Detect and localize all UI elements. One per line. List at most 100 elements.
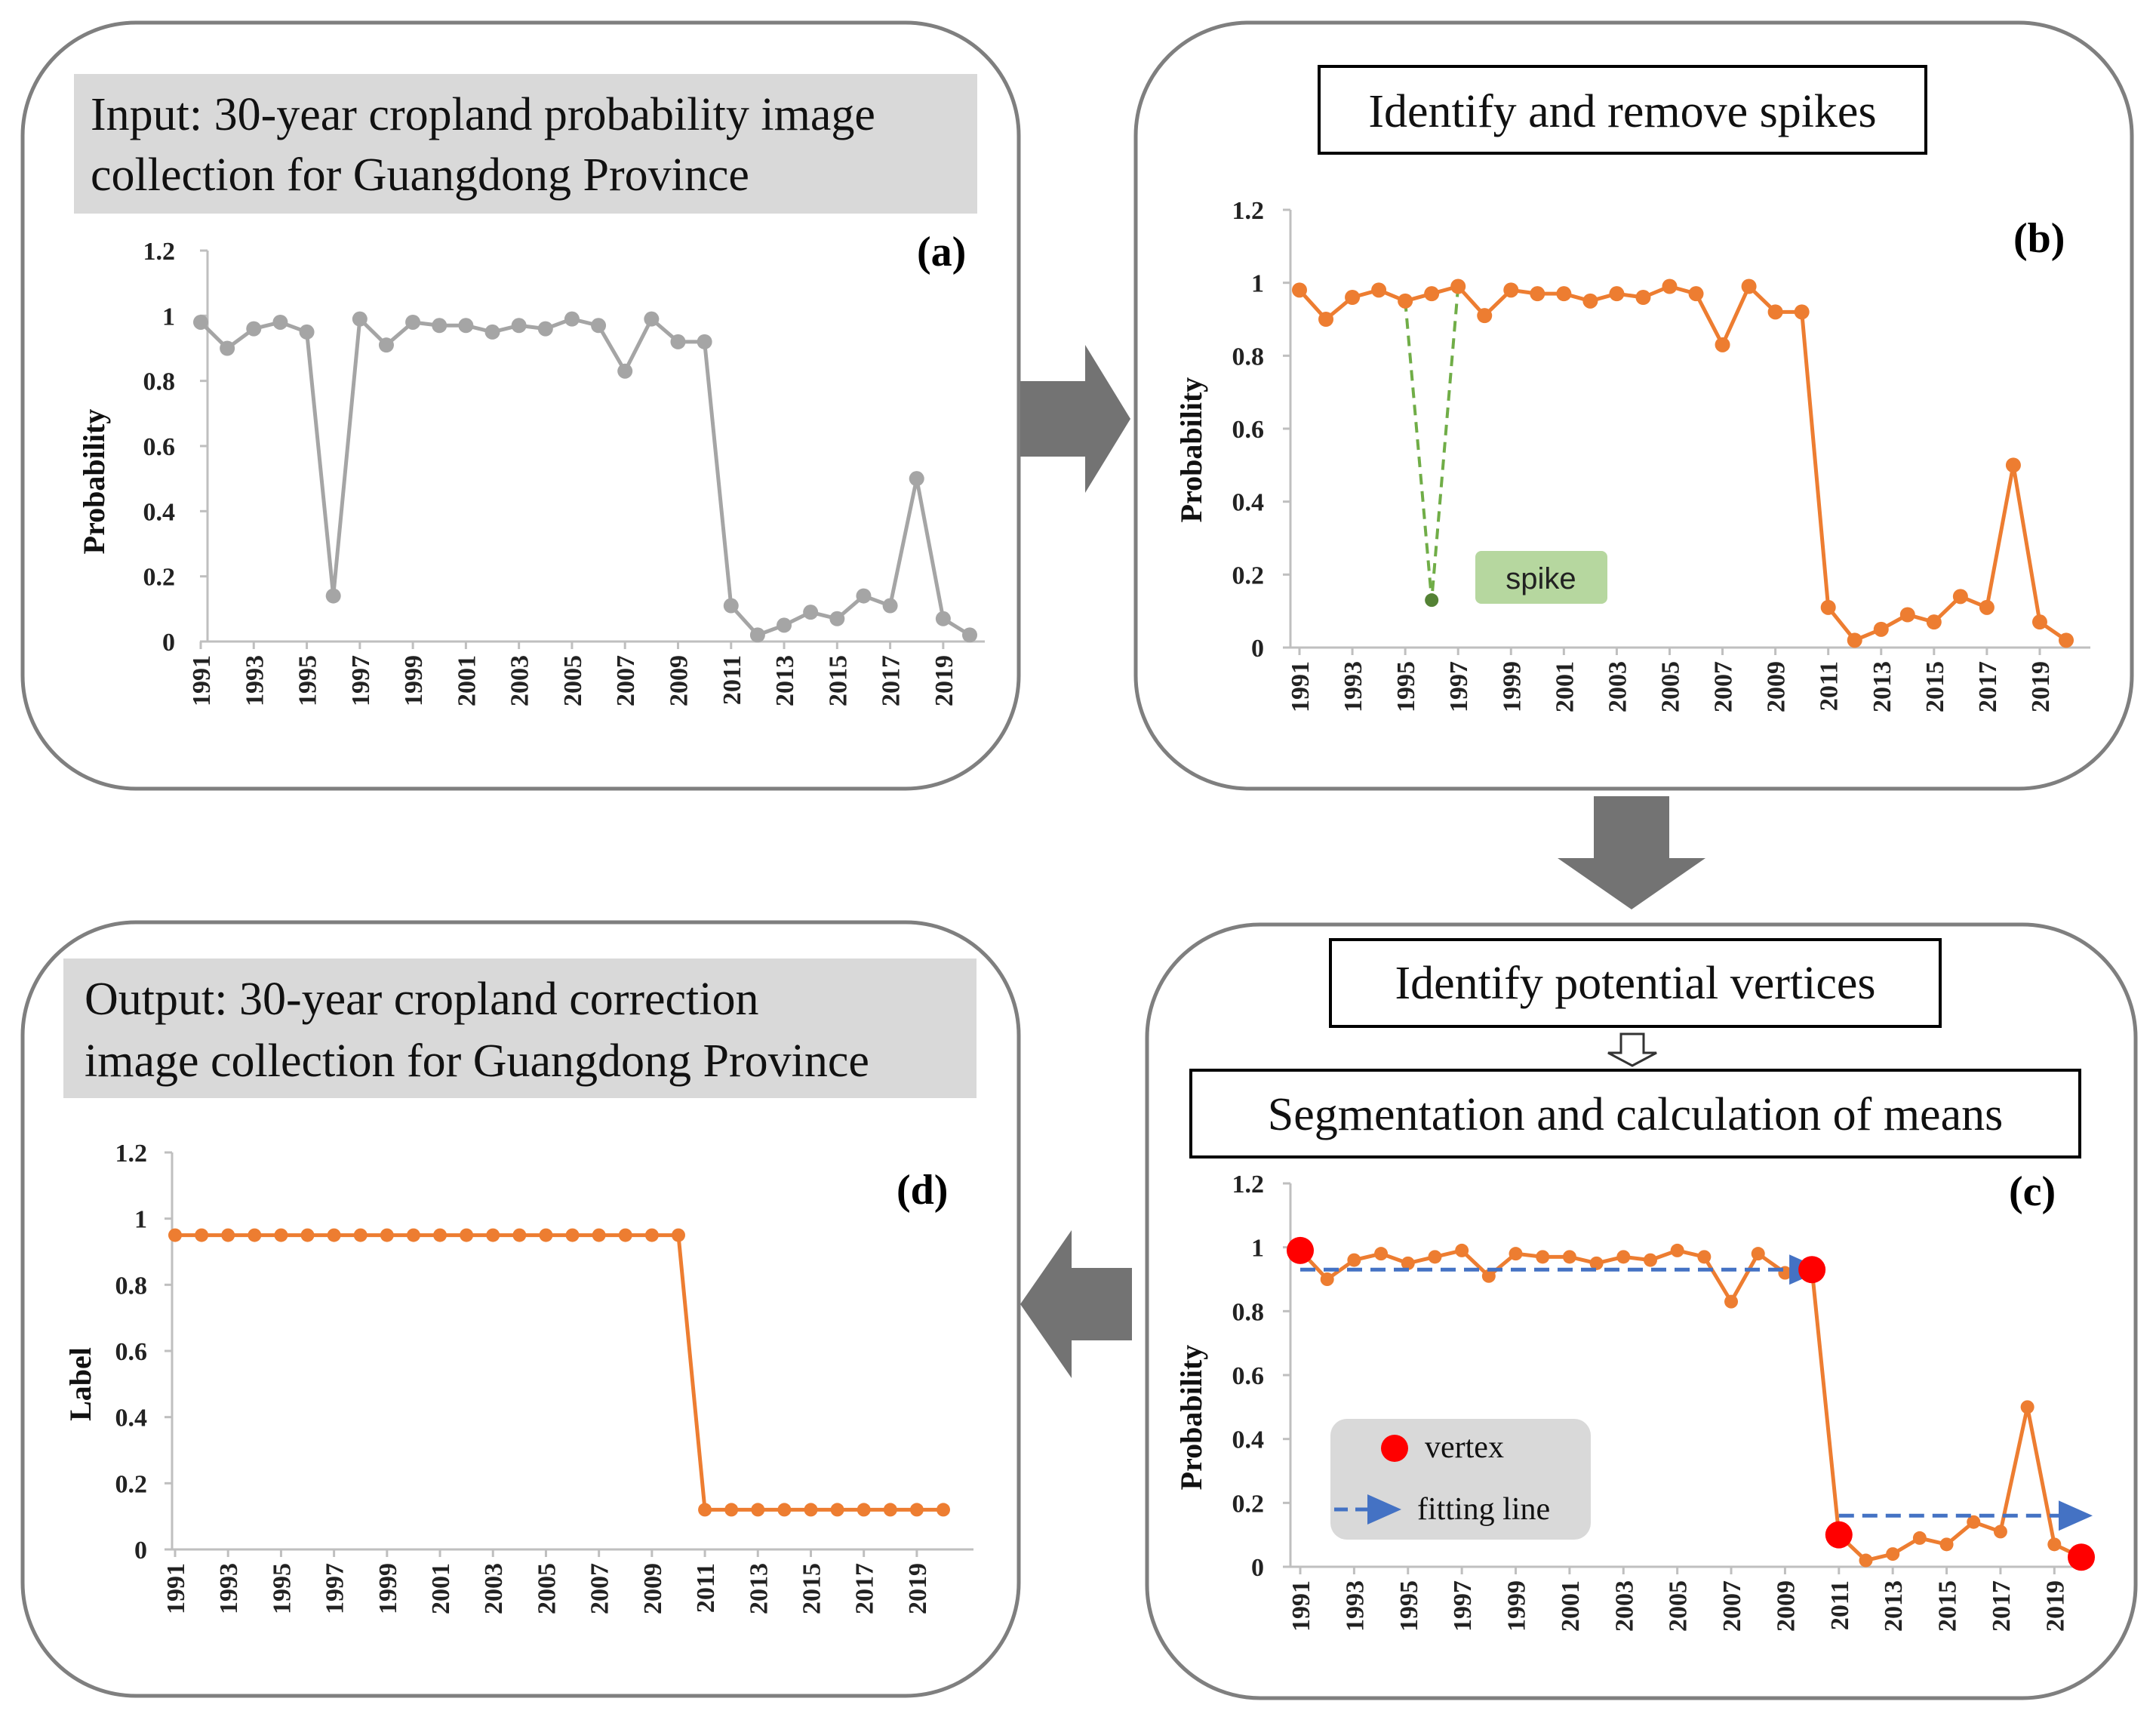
x-tick-label: 2003 xyxy=(1604,661,1632,712)
gray-series-point xyxy=(272,314,288,330)
y-tick-label: 0.4 xyxy=(1232,489,1265,517)
orange-series-point xyxy=(1318,312,1334,327)
x-tick-label: 2015 xyxy=(1934,1580,1962,1632)
y-tick-label: 0.2 xyxy=(143,564,176,592)
label-series-point xyxy=(777,1503,792,1517)
label-series-point xyxy=(857,1503,871,1517)
label-series-point xyxy=(592,1228,606,1242)
y-tick-label: 0.4 xyxy=(1232,1426,1265,1454)
orange-series-point xyxy=(1967,1515,1981,1529)
y-tick-label: 0.8 xyxy=(1232,343,1265,371)
gray-series-point xyxy=(352,311,368,327)
y-tick-label: 0.6 xyxy=(115,1338,148,1366)
orange-series-point xyxy=(1724,1294,1739,1309)
x-tick-label: 2011 xyxy=(1816,661,1844,711)
y-tick-label: 0.4 xyxy=(115,1405,148,1432)
orange-series-point xyxy=(1477,308,1493,324)
orange-series-point xyxy=(2031,614,2047,630)
orange-series-point xyxy=(1670,1243,1684,1257)
x-tick-label: 2015 xyxy=(824,655,852,706)
x-tick-label: 2003 xyxy=(506,655,534,706)
gray-series-point xyxy=(378,337,394,353)
panel-a-y-axis-title: Probability xyxy=(77,409,111,555)
x-tick-label: 1999 xyxy=(1503,1580,1531,1632)
orange-series-point xyxy=(2047,1537,2062,1552)
gray-series-point xyxy=(511,318,527,334)
gray-series-point xyxy=(697,334,712,349)
orange-series-point xyxy=(1715,337,1730,352)
panel-c-title1-box xyxy=(1329,938,1942,1028)
x-tick-label: 2011 xyxy=(692,1563,720,1613)
x-tick-label: 2019 xyxy=(2041,1580,2069,1632)
x-tick-label: 1997 xyxy=(321,1563,349,1614)
x-tick-label: 2007 xyxy=(1710,661,1738,712)
panel-b-chart: 0 0.2 0.4 0.6 0.8 1 1.2 1991 1993 1995 1997 1999 200… xyxy=(1232,197,2090,712)
spike-point xyxy=(1425,593,1439,608)
x-tick-label: 2007 xyxy=(1718,1580,1746,1632)
gray-series-point xyxy=(405,314,421,330)
y-tick-label: 1.2 xyxy=(1232,1171,1265,1198)
label-series-point xyxy=(406,1228,420,1242)
panel-b-frame xyxy=(1133,20,2134,791)
orange-series-point xyxy=(1345,290,1361,305)
orange-series-point xyxy=(1912,1531,1927,1545)
label-series-point xyxy=(937,1503,950,1517)
y-tick-label: 1.2 xyxy=(115,1140,148,1168)
panel-b-title: Identify and remove spikes xyxy=(1368,86,1876,137)
x-tick-label: 2019 xyxy=(930,655,958,706)
orange-series-point xyxy=(1643,1253,1657,1267)
panel-b-y-axis-title: Probability xyxy=(1174,377,1208,523)
panel-c-title2-box xyxy=(1189,1069,2081,1158)
gray-series-point xyxy=(325,588,341,604)
y-tick-label: 0.6 xyxy=(1232,1362,1265,1390)
x-tick-label: 2011 xyxy=(718,655,746,705)
y-tick-label: 0.2 xyxy=(115,1470,148,1498)
orange-series-point xyxy=(1847,632,1862,648)
y-tick-label: 0.2 xyxy=(1232,562,1265,589)
panel-a-title-line2: collection for Guangdong Province xyxy=(91,149,749,201)
orange-series-point xyxy=(1926,614,1942,630)
y-tick-label: 0 xyxy=(134,1537,147,1565)
label-series-point xyxy=(248,1228,262,1242)
x-tick-label: 2009 xyxy=(1772,1580,1800,1632)
x-tick-label: 2019 xyxy=(2027,661,2055,712)
orange-series-point xyxy=(1589,1256,1604,1270)
panel-d: Output: 30-year cropland correction imag… xyxy=(20,920,1021,1698)
legend-vertex-marker-icon xyxy=(1381,1435,1408,1462)
panel-c-chart: 0 0.2 0.4 0.6 0.8 1 1.2 1991 1993 1995 1997 1999 200… xyxy=(1232,1171,2095,1632)
label-series-point xyxy=(671,1228,685,1242)
label-series-point xyxy=(618,1228,632,1242)
label-series-point xyxy=(274,1228,288,1242)
label-series-point xyxy=(433,1228,448,1242)
x-tick-label: 2007 xyxy=(612,655,640,706)
panel-d-label: (d) xyxy=(897,1167,948,1214)
orange-series-point xyxy=(1794,304,1810,320)
spike-label-box xyxy=(1475,551,1607,604)
y-tick-label: 0.8 xyxy=(143,368,176,396)
gray-series-point xyxy=(458,318,474,334)
x-tick-label: 1999 xyxy=(1498,661,1526,712)
panel-c-y-axis-title: Probability xyxy=(1174,1345,1208,1491)
orange-series-point xyxy=(1609,286,1625,302)
panel-a: Input: 30-year cropland probability imag… xyxy=(20,20,1021,791)
x-tick-label: 2013 xyxy=(1868,661,1896,712)
y-tick-label: 0.8 xyxy=(115,1272,148,1300)
orange-series-point xyxy=(1398,293,1413,309)
gray-series-point xyxy=(670,334,686,349)
gray-series-point xyxy=(749,627,765,643)
x-tick-label: 2015 xyxy=(798,1563,826,1614)
orange-series-point xyxy=(1320,1272,1334,1286)
orange-series-point xyxy=(1616,1250,1631,1264)
x-tick-label: 2005 xyxy=(559,655,587,706)
x-tick-label: 2007 xyxy=(586,1563,614,1614)
label-series-point xyxy=(539,1228,553,1242)
y-tick-label: 0.8 xyxy=(1232,1298,1265,1326)
x-tick-label: 1993 xyxy=(215,1563,243,1614)
legend-vertex-label: vertex xyxy=(1425,1430,1504,1465)
gray-series-point xyxy=(591,318,607,334)
orange-series-point xyxy=(1347,1253,1361,1267)
label-series-point xyxy=(804,1503,818,1517)
orange-series-point xyxy=(1899,607,1915,623)
gray-series-point xyxy=(856,588,872,604)
x-tick-label: 1993 xyxy=(1341,1580,1369,1632)
